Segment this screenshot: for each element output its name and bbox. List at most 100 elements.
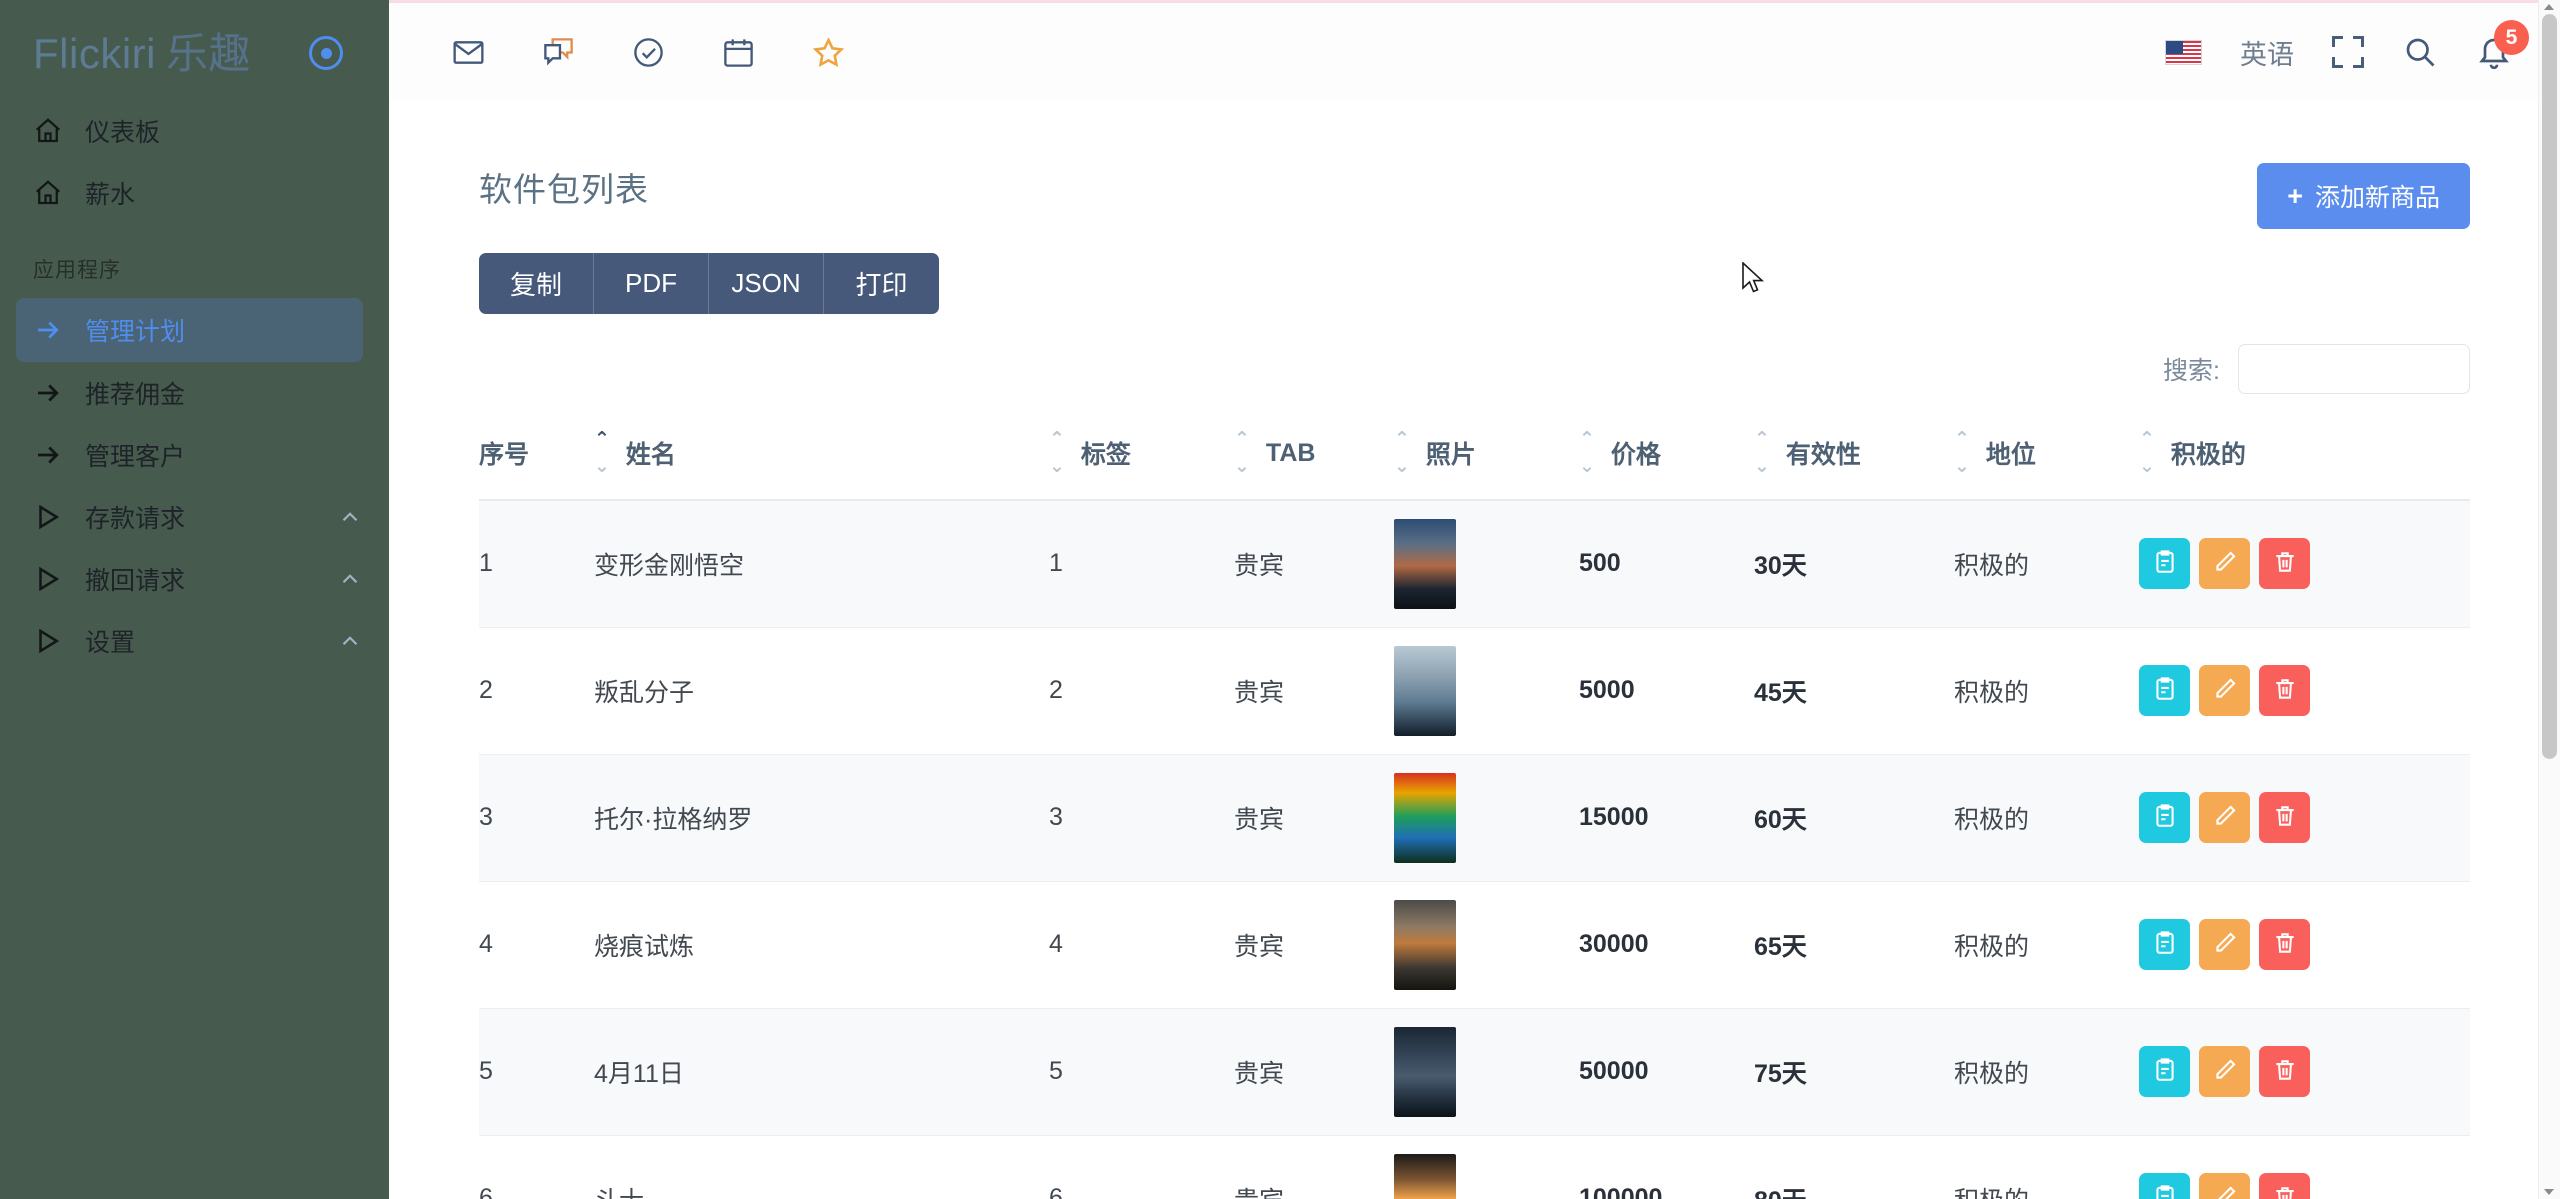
- scroll-down-arrow-icon[interactable]: [2544, 1189, 2554, 1195]
- sidebar-item-manage-customer[interactable]: 管理客户: [0, 424, 389, 486]
- scrollbar-thumb[interactable]: [2542, 14, 2557, 759]
- search-icon[interactable]: [2402, 34, 2438, 70]
- star-icon[interactable]: [811, 35, 846, 70]
- play-outline-icon: [33, 564, 85, 594]
- sidebar-item-withdraw-requests[interactable]: 撤回请求: [0, 548, 389, 610]
- column-header-photo[interactable]: ⌃ ⌄ 照片: [1394, 424, 1579, 501]
- column-label: 价格: [1610, 441, 1661, 470]
- chevron-up-icon[interactable]: [337, 628, 363, 654]
- column-header-tab[interactable]: ⌃ ⌄ TAB: [1234, 424, 1394, 501]
- cell-name: 托尔·拉格纳罗: [594, 754, 1049, 882]
- sidebar-item-manage-plan[interactable]: 管理计划: [16, 298, 363, 362]
- scroll-up-arrow-icon[interactable]: [2544, 4, 2554, 10]
- delete-button[interactable]: [2259, 1173, 2310, 1199]
- column-header-price[interactable]: ⌃ ⌄ 价格: [1579, 424, 1754, 501]
- schedule-button[interactable]: [2139, 538, 2190, 590]
- play-outline-icon: [33, 502, 85, 532]
- copy-button[interactable]: 复制: [479, 253, 594, 314]
- sort-arrows-icon[interactable]: ⌃ ⌄: [2139, 429, 2155, 478]
- cell-actions: [2139, 1135, 2470, 1199]
- language-label[interactable]: 英语: [2240, 39, 2294, 70]
- row-action-group: [2139, 665, 2470, 717]
- table-head: 序号 ⌃ ⌄ 姓名: [479, 424, 2470, 501]
- chevron-up-icon[interactable]: [337, 504, 363, 530]
- sort-arrows-icon[interactable]: ⌃ ⌄: [1954, 429, 1970, 478]
- insurgent-poster: [1394, 645, 1456, 736]
- print-button[interactable]: 打印: [824, 253, 939, 314]
- schedule-button[interactable]: [2139, 1046, 2190, 1098]
- cell-status: 积极的: [1954, 627, 2139, 755]
- column-header-index[interactable]: 序号: [479, 424, 594, 501]
- edit-button[interactable]: [2199, 1173, 2250, 1199]
- us-flag-icon[interactable]: [2165, 39, 2202, 65]
- sort-arrows-icon[interactable]: ⌃ ⌄: [1754, 429, 1770, 478]
- sort-arrows-icon[interactable]: ⌃ ⌄: [1049, 429, 1065, 478]
- json-button[interactable]: JSON: [709, 253, 824, 314]
- target-icon[interactable]: [309, 36, 343, 70]
- table-row[interactable]: 6斗士6贵宾10000080天积极的: [479, 1135, 2470, 1199]
- pdf-button[interactable]: PDF: [594, 253, 709, 314]
- sort-arrows-icon[interactable]: ⌃ ⌄: [1579, 429, 1595, 478]
- edit-button[interactable]: [2199, 665, 2250, 717]
- cell-validity: 45天: [1754, 627, 1954, 755]
- column-header-tag[interactable]: ⌃ ⌄ 标签: [1049, 424, 1234, 501]
- play-outline-icon: [33, 626, 85, 656]
- delete-button[interactable]: [2259, 1046, 2310, 1098]
- schedule-button[interactable]: [2139, 792, 2190, 844]
- table-row[interactable]: 1 变形金刚悟空 1 贵宾 500 30天 积极的: [479, 499, 2470, 628]
- column-header-name[interactable]: ⌃ ⌄ 姓名: [594, 424, 1049, 501]
- trash-icon: [2272, 549, 2298, 578]
- column-label: 地位: [1985, 441, 2036, 470]
- edit-button[interactable]: [2199, 1046, 2250, 1098]
- delete-button[interactable]: [2259, 919, 2310, 971]
- sidebar-item-dashboard[interactable]: 仪表板: [0, 100, 389, 162]
- sidebar-item-label: 管理客户: [85, 443, 186, 471]
- row-action-group: [2139, 919, 2470, 971]
- calendar-icon[interactable]: [721, 35, 756, 70]
- schedule-button[interactable]: [2139, 1173, 2190, 1199]
- table-row[interactable]: 5 4月11日 5 贵宾 50000 75天 积极的: [479, 1008, 2470, 1136]
- cell-validity: 65天: [1754, 881, 1954, 1009]
- bell-icon[interactable]: 5: [2476, 20, 2529, 70]
- column-header-status[interactable]: ⌃ ⌄ 地位: [1954, 424, 2139, 501]
- cell-tab: 贵宾: [1234, 1135, 1394, 1199]
- sidebar-item-referral-commission[interactable]: 推荐佣金: [0, 362, 389, 424]
- sort-arrows-icon[interactable]: ⌃ ⌄: [1234, 429, 1250, 478]
- schedule-button[interactable]: [2139, 665, 2190, 717]
- edit-button[interactable]: [2199, 538, 2250, 590]
- column-label: 序号: [479, 441, 530, 470]
- clipboard-icon: [2152, 549, 2178, 578]
- cell-tag: 6: [1049, 1135, 1234, 1199]
- delete-button[interactable]: [2259, 538, 2310, 590]
- delete-button[interactable]: [2259, 792, 2310, 844]
- topbar-left-icons: [451, 35, 846, 70]
- delete-button[interactable]: [2259, 665, 2310, 717]
- mail-icon[interactable]: [451, 35, 486, 70]
- cell-photo: [1394, 1008, 1579, 1136]
- add-new-item-button[interactable]: + 添加新商品: [2257, 163, 2470, 229]
- edit-button[interactable]: [2199, 792, 2250, 844]
- sort-arrows-icon[interactable]: ⌃ ⌄: [1394, 429, 1410, 478]
- pencil-icon: [2212, 549, 2238, 578]
- check-circle-icon[interactable]: [631, 35, 666, 70]
- table-row[interactable]: 4 烧痕试炼 4 贵宾 30000 65天 积极的: [479, 881, 2470, 1009]
- sidebar-item-deposit-requests[interactable]: 存款请求: [0, 486, 389, 548]
- sidebar-item-settings[interactable]: 设置: [0, 610, 389, 672]
- sort-arrows-icon[interactable]: ⌃ ⌄: [594, 429, 610, 478]
- chat-icon[interactable]: [541, 35, 576, 70]
- table-row[interactable]: 2 叛乱分子 2 贵宾 5000 45天 积极的: [479, 627, 2470, 755]
- pencil-icon: [2212, 1184, 2238, 1199]
- column-header-active[interactable]: ⌃ ⌄ 积极的: [2139, 424, 2470, 501]
- column-header-validity[interactable]: ⌃ ⌄ 有效性: [1754, 424, 1954, 501]
- fullscreen-icon[interactable]: [2332, 36, 2364, 68]
- schedule-button[interactable]: [2139, 919, 2190, 971]
- arrow-right-icon: [33, 378, 85, 408]
- sidebar-item-salary[interactable]: 薪水: [0, 162, 389, 224]
- table-row[interactable]: 3 托尔·拉格纳罗 3 贵宾 15000 60天 积极的: [479, 754, 2470, 882]
- search-input[interactable]: [2238, 344, 2470, 394]
- page-scrollbar[interactable]: [2538, 0, 2560, 1199]
- chevron-up-icon[interactable]: [337, 566, 363, 592]
- sidebar-brand[interactable]: Flickiri 乐趣: [0, 0, 389, 100]
- edit-button[interactable]: [2199, 919, 2250, 971]
